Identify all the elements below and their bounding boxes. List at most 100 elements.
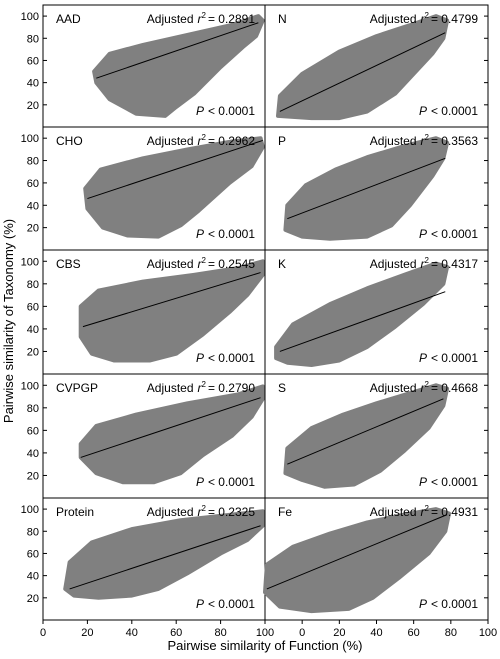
p-value: < 0.0001 <box>431 227 478 241</box>
p-value-annotation: P < 0.0001 <box>196 104 255 118</box>
r2-symbol: r <box>198 134 203 148</box>
r2-label: Adjusted <box>147 134 194 148</box>
r2-annotation: Adjusted r2 = 0.2790 <box>147 380 256 395</box>
r2-annotation: Adjusted r2 = 0.2962 <box>147 133 256 148</box>
panel-label: CVPGP <box>56 381 98 395</box>
r2-annotation: Adjusted r2 = 0.2891 <box>147 11 256 26</box>
panel-label: S <box>278 381 286 395</box>
y-tick-label: 20 <box>27 100 39 112</box>
regression-line <box>80 397 261 458</box>
panel-aad: AAD Adjusted r2 = 0.2891 P < 0.0001 20 40 60 80 10… <box>21 4 266 128</box>
r2-exponent: 2 <box>425 380 430 389</box>
r2-label: Adjusted <box>147 381 194 395</box>
r2-symbol: r <box>421 134 426 148</box>
r2-exponent: 2 <box>425 504 430 513</box>
panel-p: P Adjusted r2 = 0.3563 P < 0.0001 <box>264 126 489 251</box>
r2-label: Adjusted <box>370 505 417 519</box>
r2-value: = 0.2545 <box>208 257 255 271</box>
regression-line <box>279 32 446 112</box>
y-tick-label: 80 <box>27 33 39 45</box>
panel-cho: CHO Adjusted r2 = 0.2962 P < 0.0001 20 40 60 80 10… <box>21 126 266 251</box>
regression-line <box>287 157 446 220</box>
regression-line <box>87 139 263 200</box>
r2-exponent: 2 <box>202 133 207 142</box>
y-tick-label: 80 <box>27 526 39 538</box>
panel-label: CHO <box>56 134 83 148</box>
r2-symbol: r <box>421 12 426 26</box>
y-tick-label: 20 <box>27 470 39 482</box>
scatter-cloud <box>92 14 265 118</box>
r2-symbol: r <box>198 381 203 395</box>
scatter-cloud <box>283 383 450 489</box>
r2-label: Adjusted <box>147 257 194 271</box>
p-value-annotation: P < 0.0001 <box>419 597 478 611</box>
r2-symbol: r <box>421 381 426 395</box>
p-value-annotation: P < 0.0001 <box>419 104 478 118</box>
panel-label: Protein <box>56 505 94 519</box>
r2-label: Adjusted <box>370 381 417 395</box>
p-value-annotation: P < 0.0001 <box>196 227 255 241</box>
panel-label: Fe <box>278 505 292 519</box>
y-tick-label: 60 <box>27 55 39 67</box>
p-value-annotation: P < 0.0001 <box>196 597 255 611</box>
y-tick-label: 100 <box>21 133 39 145</box>
scatter-cloud <box>83 136 265 239</box>
r2-exponent: 2 <box>202 504 207 513</box>
r2-annotation: Adjusted r2 = 0.2325 <box>147 504 256 519</box>
r2-exponent: 2 <box>202 256 207 265</box>
scatter-cloud <box>63 509 265 600</box>
p-value-annotation: P < 0.0001 <box>196 351 255 365</box>
regression-line <box>287 398 444 465</box>
y-tick-label: 80 <box>27 279 39 291</box>
r2-value: = 0.3563 <box>431 134 478 148</box>
r2-exponent: 2 <box>425 133 430 142</box>
p-value: < 0.0001 <box>208 104 255 118</box>
p-value: < 0.0001 <box>208 227 255 241</box>
panel-label: AAD <box>56 12 81 26</box>
r2-label: Adjusted <box>370 12 417 26</box>
regression-line <box>266 514 448 590</box>
r2-value: = 0.2962 <box>208 134 255 148</box>
y-tick-label: 40 <box>27 200 39 212</box>
r2-symbol: r <box>198 12 203 26</box>
p-value: < 0.0001 <box>431 475 478 489</box>
regression-line <box>279 291 446 352</box>
y-tick-label: 60 <box>27 425 39 437</box>
r2-exponent: 2 <box>202 380 207 389</box>
p-label: P <box>196 351 204 365</box>
scatter-cloud <box>274 261 450 367</box>
r2-label: Adjusted <box>147 12 194 26</box>
y-tick-label: 60 <box>27 178 39 190</box>
r2-label: Adjusted <box>370 134 417 148</box>
y-tick-label: 40 <box>27 324 39 336</box>
r2-exponent: 2 <box>202 11 207 20</box>
r2-annotation: Adjusted r2 = 0.4931 <box>370 504 479 519</box>
p-label: P <box>196 104 204 118</box>
r2-annotation: Adjusted r2 = 0.2545 <box>147 256 256 271</box>
p-label: P <box>419 351 427 365</box>
p-value-annotation: P < 0.0001 <box>419 351 478 365</box>
p-value-annotation: P < 0.0001 <box>419 475 478 489</box>
p-value: < 0.0001 <box>431 597 478 611</box>
y-tick-label: 100 <box>21 380 39 392</box>
y-tick-label: 40 <box>27 571 39 583</box>
y-tick-label: 60 <box>27 301 39 313</box>
x-tick-label: 0 <box>299 627 305 639</box>
p-value: < 0.0001 <box>431 104 478 118</box>
p-label: P <box>419 104 427 118</box>
x-axis-label: Pairwise similarity of Function (%) <box>167 638 362 653</box>
panel-fe: Fe Adjusted r2 = 0.4931 P < 0.0001 <box>263 497 489 621</box>
y-tick-label: 20 <box>27 346 39 358</box>
p-label: P <box>196 227 204 241</box>
x-tick-label: 100 <box>256 627 274 639</box>
p-value-annotation: P < 0.0001 <box>196 475 255 489</box>
y-tick-label: 80 <box>27 403 39 415</box>
p-label: P <box>419 475 427 489</box>
p-value-annotation: P < 0.0001 <box>419 227 478 241</box>
r2-value: = 0.4317 <box>431 257 478 271</box>
p-label: P <box>196 597 204 611</box>
r2-annotation: Adjusted r2 = 0.4317 <box>370 256 479 271</box>
r2-value: = 0.2325 <box>208 505 255 519</box>
